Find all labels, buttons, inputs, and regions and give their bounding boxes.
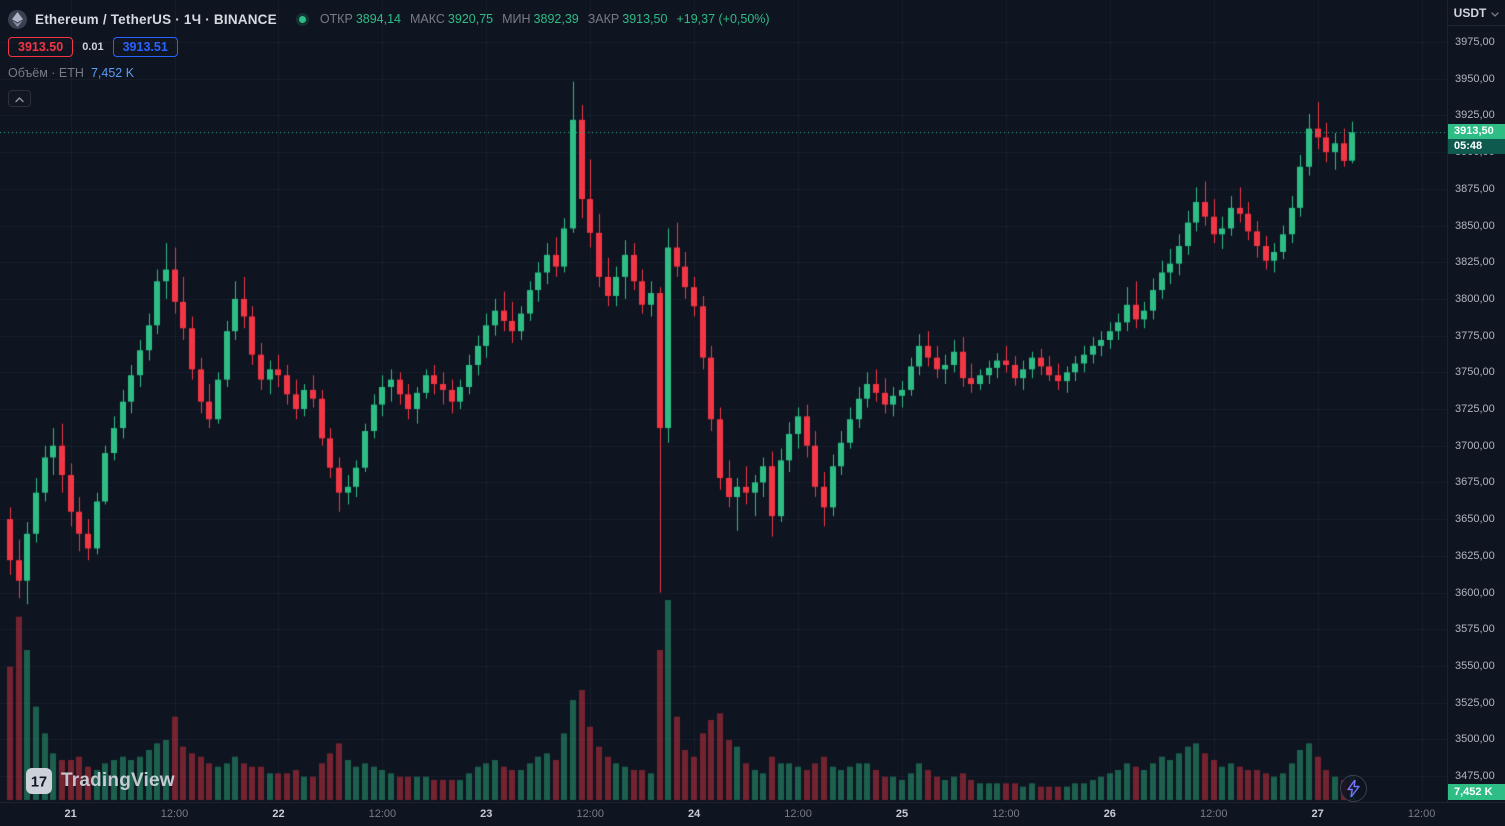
lightning-bolt-icon [1347, 780, 1360, 797]
price-axis-label: 3675,00 [1455, 476, 1495, 489]
time-axis-label: 12:00 [1407, 808, 1436, 820]
close-label: ЗАКР [587, 12, 620, 26]
volume-legend-label: Объём · ETH [8, 66, 84, 80]
volume-legend-row: Объём · ETH 7,452 K [8, 66, 770, 80]
currency-label: USDT [1453, 5, 1487, 20]
price-axis-label: 3650,00 [1455, 513, 1495, 526]
price-axis-label: 3950,00 [1455, 72, 1495, 85]
time-axis-label: 24 [688, 808, 701, 820]
price-chart-canvas[interactable] [0, 0, 1447, 802]
last-price-value: 3913,50 [1448, 124, 1505, 140]
price-axis-label: 3500,00 [1455, 733, 1495, 746]
tradingview-logo[interactable]: 17 TradingView [26, 768, 175, 794]
price-axis-label: 3850,00 [1455, 219, 1495, 232]
price-axis-label: 3825,00 [1455, 256, 1495, 269]
chevron-up-icon [15, 90, 24, 108]
spread-value: 0.01 [82, 41, 104, 53]
high-label: МАКС [410, 12, 445, 26]
change-value: +19,37 (+0,50%) [676, 12, 770, 26]
time-axis-label: 25 [895, 808, 909, 820]
low-value: 3892,39 [533, 12, 579, 26]
ethereum-logo-icon [8, 9, 27, 29]
price-axis-label: 3750,00 [1455, 366, 1495, 379]
price-axis[interactable]: USDT 3913,50 05:48 7,452 K 3975,00 3950,0… [1447, 0, 1505, 802]
time-axis-label: 12:00 [992, 808, 1020, 820]
time-axis-label: 27 [1311, 808, 1324, 820]
bid-ask-row: 3913.50 0.01 3913.51 [8, 37, 770, 57]
price-axis-label: 3925,00 [1455, 109, 1495, 122]
price-axis-label: 3550,00 [1455, 659, 1495, 672]
symbol-row: Ethereum / TetherUS · 1Ч · BINANCE ОТКР 3… [8, 8, 770, 30]
time-axis-label: 12:00 [576, 808, 604, 820]
bar-countdown: 05:48 [1448, 139, 1505, 155]
price-axis-label: 3625,00 [1455, 549, 1495, 562]
sell-button[interactable]: 3913.50 [8, 37, 74, 57]
low-label: МИН [502, 12, 531, 26]
price-axis-label: 3575,00 [1455, 623, 1495, 636]
price-axis-label: 3525,00 [1455, 696, 1495, 709]
price-axis-label: 3475,00 [1455, 770, 1495, 782]
buy-button[interactable]: 3913.51 [112, 37, 178, 57]
chart-legend: Ethereum / TetherUS · 1Ч · BINANCE ОТКР 3… [8, 8, 770, 107]
price-axis-label: 3725,00 [1455, 403, 1495, 415]
open-value: 3894,14 [355, 12, 401, 26]
price-axis-label: 3800,00 [1455, 292, 1495, 305]
price-axis-label: 3875,00 [1455, 182, 1495, 195]
volume-legend-value: 7,452 K [90, 66, 135, 80]
tradingview-logo-icon: 17 [26, 768, 52, 794]
legend-collapse-button[interactable] [8, 90, 31, 107]
time-axis-label: 23 [480, 808, 493, 820]
time-axis-label: 12:00 [1199, 808, 1228, 820]
currency-dropdown[interactable]: USDT [1448, 0, 1505, 26]
volume-tag: 7,452 K [1448, 784, 1505, 800]
time-axis-label: 12:00 [368, 808, 397, 820]
time-axis-label: 26 [1103, 808, 1116, 820]
time-axis-label: 21 [64, 808, 77, 820]
price-axis-label: 3975,00 [1455, 36, 1495, 48]
open-label: ОТКР [319, 12, 353, 26]
tradingview-logo-text: TradingView [61, 770, 175, 791]
svg-text:17: 17 [31, 775, 47, 791]
price-axis-label: 3775,00 [1455, 329, 1495, 342]
boost-button[interactable] [1340, 775, 1367, 802]
chevron-down-icon [1491, 6, 1499, 20]
close-value: 3913,50 [622, 12, 668, 26]
ohlc-values: ОТКР 3894,14 МАКС 3920,75 МИН 3892,39 ЗАКР 3… [320, 12, 770, 26]
time-axis[interactable]: 21 12:00 22 12:00 23 12:00 24 12:00 25 12:00 26 12:… [0, 802, 1505, 826]
price-axis-label: 3600,00 [1455, 586, 1495, 599]
time-axis-label: 22 [272, 808, 285, 820]
last-price-tag: 3913,50 05:48 [1448, 124, 1505, 155]
market-status-icon[interactable] [298, 15, 306, 23]
symbol-title[interactable]: Ethereum / TetherUS · 1Ч · BINANCE [35, 11, 277, 27]
time-axis-label: 12:00 [160, 808, 189, 820]
time-axis-label: 12:00 [784, 808, 812, 820]
high-value: 3920,75 [447, 12, 494, 26]
price-axis-label: 3700,00 [1455, 439, 1495, 452]
